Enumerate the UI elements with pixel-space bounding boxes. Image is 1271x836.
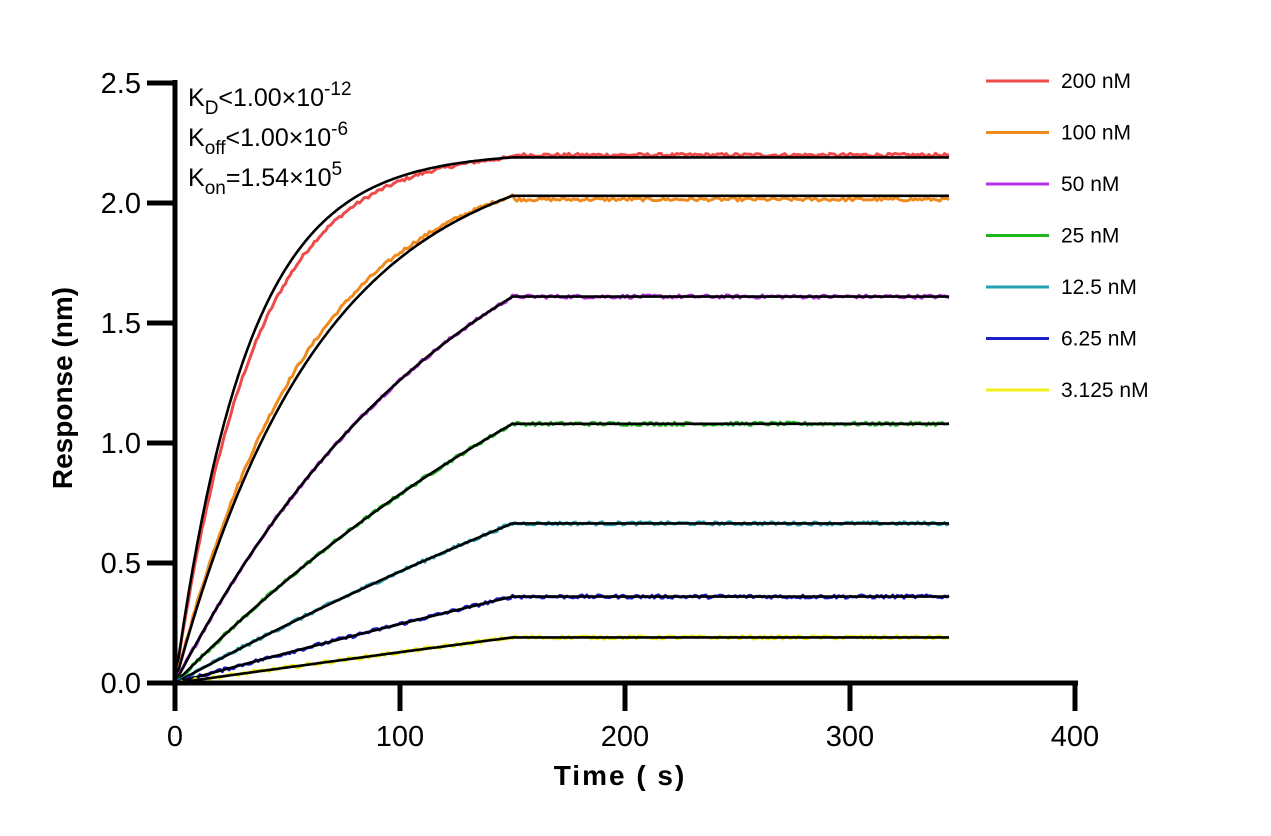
legend-label: 50 nM xyxy=(1061,173,1119,196)
legend-label: 100 nM xyxy=(1061,122,1131,145)
legend-label: 12.5 nM xyxy=(1061,276,1137,299)
data-trace-12.5-nm xyxy=(174,520,950,684)
legend-item: 100 nM xyxy=(986,122,1131,145)
fit-curve-12.5-nm xyxy=(174,522,949,685)
fit-curve-100-nm xyxy=(173,194,949,684)
fit-curve-50-nm xyxy=(173,295,949,684)
y-ticks: 0.0 0.5 1.0 1.5 2.0 2.5 xyxy=(101,68,175,700)
fit-curve-200-nm xyxy=(173,156,949,684)
y-tick-label: 1.0 xyxy=(101,428,141,460)
kinetic-constant-on: Kon=1.54×105 xyxy=(188,159,342,199)
plot-traces xyxy=(173,151,950,685)
constant-value: <1.00×10 xyxy=(218,84,324,112)
fit-curve-3.125-nm xyxy=(174,636,949,685)
legend-label: 3.125 nM xyxy=(1061,379,1149,402)
fit-curve-25-nm xyxy=(174,422,949,684)
constant-value: <1.00×10 xyxy=(225,124,331,152)
constant-value: =1.54×10 xyxy=(226,164,332,192)
x-ticks: 0 100 200 300 400 xyxy=(167,683,1099,753)
legend-item: 12.5 nM xyxy=(986,276,1137,299)
data-trace-25-nm xyxy=(174,420,950,684)
legend-item: 3.125 nM xyxy=(986,379,1149,402)
constant-exponent: 5 xyxy=(332,159,343,180)
y-tick-label: 2.5 xyxy=(101,68,141,100)
x-tick-label: 400 xyxy=(1051,721,1099,753)
legend-label: 200 nM xyxy=(1061,70,1131,93)
x-axis-title: Time ( s) xyxy=(554,760,687,791)
data-trace-3.125-nm xyxy=(175,634,949,685)
y-axis-title: Response (nm) xyxy=(47,287,78,489)
legend-item: 200 nM xyxy=(986,70,1131,93)
y-tick-label: 0.5 xyxy=(101,548,141,580)
constant-symbol: K xyxy=(188,84,205,112)
constant-subscript: on xyxy=(205,178,226,199)
legend-item: 50 nM xyxy=(986,173,1119,196)
legend: 200 nM 100 nM 50 nM 25 nM 12.5 nM 6.25 nM 3.12… xyxy=(986,70,1149,402)
legend-label: 6.25 nM xyxy=(1061,328,1137,351)
legend-item: 25 nM xyxy=(986,225,1119,248)
kinetic-constant-d: KD<1.00×10-12 xyxy=(188,79,352,119)
constant-exponent: -6 xyxy=(331,119,348,140)
x-tick-label: 100 xyxy=(376,721,424,753)
constant-subscript: D xyxy=(205,98,219,119)
fit-curve-6.25-nm xyxy=(174,595,949,685)
kinetic-constant-off: Koff<1.00×10-6 xyxy=(188,119,348,159)
legend-label: 25 nM xyxy=(1061,225,1119,248)
data-trace-100-nm xyxy=(173,193,950,682)
constant-symbol: K xyxy=(188,164,205,192)
constant-exponent: -12 xyxy=(324,79,351,100)
constant-subscript: off xyxy=(205,138,227,159)
x-tick-label: 300 xyxy=(826,721,874,753)
y-tick-label: 1.5 xyxy=(101,308,141,340)
x-tick-label: 0 xyxy=(167,721,183,753)
legend-item: 6.25 nM xyxy=(986,328,1137,351)
data-trace-200-nm xyxy=(173,151,950,683)
constant-symbol: K xyxy=(188,124,205,152)
y-tick-label: 2.0 xyxy=(101,188,141,220)
x-tick-label: 200 xyxy=(601,721,649,753)
y-tick-label: 0.0 xyxy=(101,668,141,700)
